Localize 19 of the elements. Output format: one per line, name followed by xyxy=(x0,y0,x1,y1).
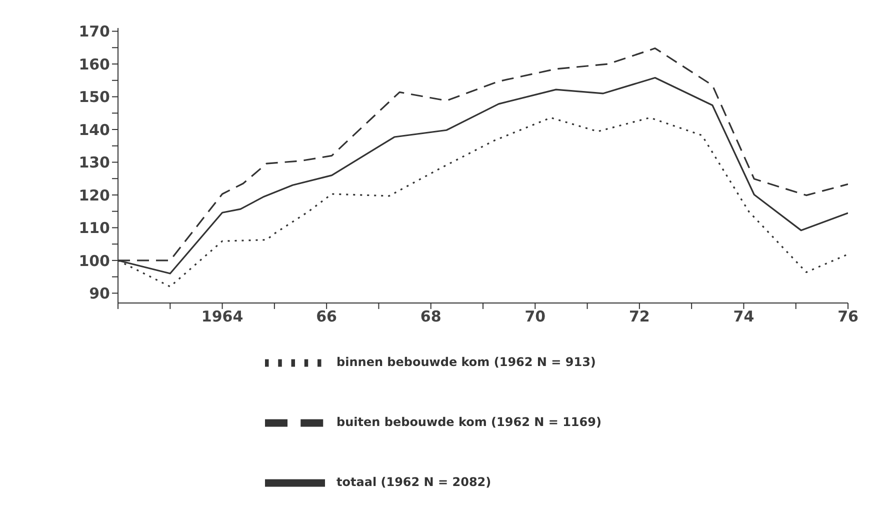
x-tick-label: 76 xyxy=(838,308,858,326)
y-tick-label: 170 xyxy=(78,22,110,41)
legend-label: totaal (1962 N = 2082) xyxy=(336,475,492,490)
x-tick-label: 68 xyxy=(420,308,442,326)
y-tick-label: 160 xyxy=(78,55,110,74)
y-tick-label: 100 xyxy=(78,252,110,270)
x-tick-label: 72 xyxy=(628,308,650,326)
y-tick-label: 130 xyxy=(78,154,110,172)
y-tick-label: 90 xyxy=(89,284,110,303)
y-tick-label: 150 xyxy=(78,88,110,106)
x-tick-label: 66 xyxy=(316,308,338,326)
y-tick-label: 110 xyxy=(78,219,110,238)
x-tick-label: 74 xyxy=(733,308,754,326)
legend-label: buiten bebouwde kom (1962 N = 1169) xyxy=(336,415,602,430)
x-tick-label: 1964 xyxy=(201,308,244,326)
legend-label: binnen bebouwde kom (1962 N = 913) xyxy=(336,355,596,370)
y-tick-label: 120 xyxy=(78,186,110,204)
x-tick-label: 70 xyxy=(524,308,546,326)
y-tick-label: 140 xyxy=(78,120,110,139)
